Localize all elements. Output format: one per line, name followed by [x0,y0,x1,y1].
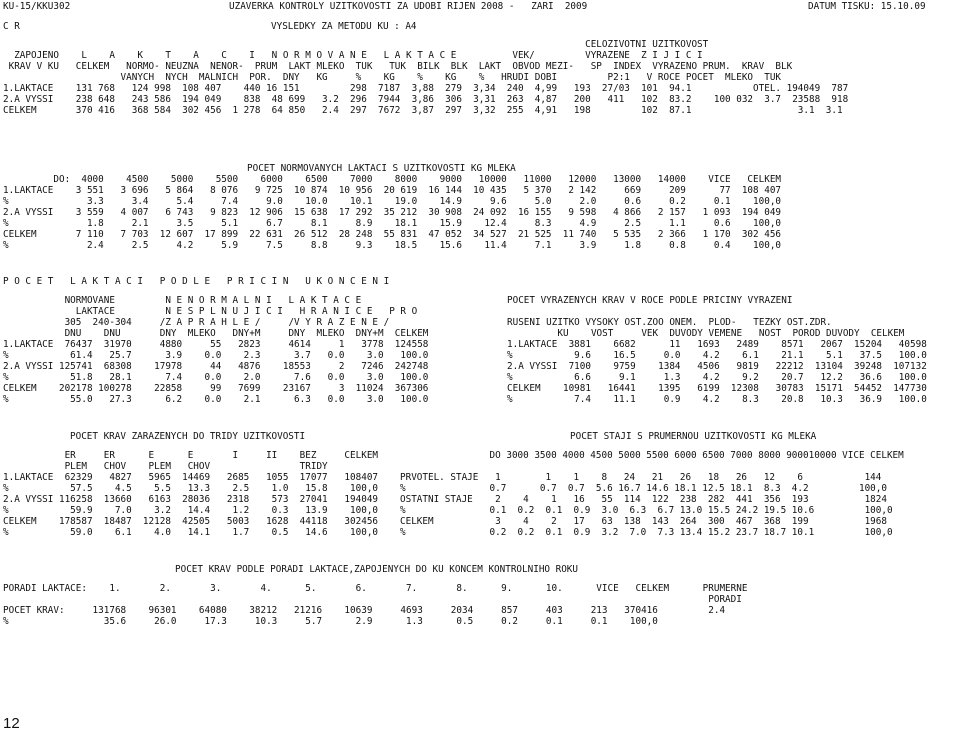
stables-title: POCET STAJI S PRUMERNOU UZITKOVOSTI KG M… [570,431,817,442]
table-row: % 2.4 2.5 4.2 5.9 7.5 8.8 9.3 18.5 15.6 … [3,240,782,251]
region-label: C R [3,21,20,32]
table-row: CELKEM 202178 100278 22858 99 7699 23167… [3,383,429,394]
table-row: 2.A VYSSI 125741 68308 17978 44 4876 185… [3,361,429,372]
table-row: 2.A VYSSI 116258 13660 6163 28036 2318 5… [3,494,379,505]
table-row: 1.LAKTACE 76437 31970 4880 55 2823 4614 … [3,339,429,350]
table-header: 305 240-304 /Z A P R A H L E / /V Y R A … [3,317,390,328]
table-row: 1.LAKTACE 3 551 3 696 5 864 8 076 9 725 … [3,185,782,196]
summary-header-line: VANYCH NYCH MALNICH POR. DNY KG % KG % K… [3,72,782,83]
table-row: % 6.6 9.1 1.3 4.2 9.2 20.7 12.2 36.6 100… [507,372,927,383]
table-row: % 59.9 7.0 3.2 14.4 1.2 0.3 13.9 100,0 [3,505,379,516]
table-row: POCET KRAV: 131768 96301 64080 38212 212… [3,605,726,616]
table-header: RUSENI UZITKO VYSOKY OST.ZOO ONEM. PLOD-… [507,317,832,328]
table-header: PORADI LAKTACE: 1. 2. 3. 4. 5. 6. 7. 8. … [3,583,748,594]
culled-cows-title: POCET VYRAZENYCH KRAV V ROCE PODLE PRICI… [507,295,793,306]
lactation-end-title: P O C E T L A K T A C I P O D L E P R I … [3,276,390,287]
table-header: PLEM CHOV PLEM CHOV TRIDY [3,461,328,472]
report-title: UZAVERKA KONTROLY UZITKOVOSTI ZA UDOBI R… [229,1,588,12]
table-row: % 55.0 27.3 6.2 0.0 2.1 6.3 0.0 3.0 100.… [3,394,429,405]
table-header: PORADI [3,594,742,605]
table-row: CELKEM 10981 16441 1395 6199 12308 30783… [507,383,927,394]
table-header: DNU DNU DNY MLEKO DNY+M DNY MLEKO DNY+M … [3,328,429,339]
summary-row: CELKEM 370 416 368 584 302 456 1 278 64 … [3,105,843,116]
table-row: OSTATNI STAJE 2 4 1 16 55 114 122 238 28… [400,494,887,505]
table-header: LAKTACE N E S P L N U J I C I H R A N I … [3,306,418,317]
performance-class-title: POCET KRAV ZARAZENYCH DO TRIDY UZITKOVOS… [70,431,306,442]
table-row: % 0.1 0.2 0.1 0.9 3.0 6.3 6.7 13.0 15.5 … [400,505,893,516]
summary-header-line: KRAV V KU CELKEM NORMO- NEUZNA NENOR- PR… [3,61,793,72]
table-header: ER ER E E I II BEZ CELKEM [3,450,379,461]
print-date: DATUM TISKU: 15.10.09 [808,1,926,12]
table-row: CELKEM 3 4 2 17 63 138 143 264 300 467 3… [400,516,887,527]
milk-yield-header: DO: 4000 4500 5000 5500 6000 6500 7000 8… [3,174,782,185]
table-row: 1.LAKTACE 3881 6682 11 1693 2489 8571 20… [507,339,927,350]
table-row: CELKEM 7 110 7 703 12 607 17 899 22 631 … [3,229,782,240]
method-title: VYSLEDKY ZA METODU KU : A4 [271,21,417,32]
table-row: 2.A VYSSI 7100 9759 1384 4506 9819 22212… [507,361,927,372]
table-row: % 35.6 26.0 17.3 10.3 5.7 2.9 1.3 0.5 0.… [3,616,658,627]
table-header: DO 3000 3500 4000 4500 5000 5500 6000 65… [400,450,904,461]
summary-row: 2.A VYSSI 238 648 243 586 194 049 838 48… [3,94,849,105]
summary-header-line: ZAPOJENO L A K T A C I N O R M O V A N E… [3,50,703,61]
table-row: % 7.4 11.1 0.9 4.2 8.3 20.8 10.3 36.9 10… [507,394,927,405]
table-row: % 0.7 0.7 0.7 5.6 16.7 14.6 18.1 12.5 18… [400,483,887,494]
table-row: % 61.4 25.7 3.9 0.0 2.3 3.7 0.0 3.0 100.… [3,350,429,361]
table-row: % 51.8 28.1 7.4 0.0 2.0 7.6 0.0 3.0 100.… [3,372,429,383]
page-number: 12 [3,715,20,732]
table-row: % 9.6 16.5 0.0 4.2 6.1 21.1 5.1 37.5 100… [507,350,927,361]
table-row: % 3.3 3.4 5.4 7.4 9.0 10.0 10.1 19.0 14.… [3,196,782,207]
summary-row: 1.LAKTACE 131 768 124 998 108 407 440 16… [3,83,849,94]
table-row: CELKEM 178587 18487 12128 42505 5003 162… [3,516,379,527]
table-header: KU VOST VEK DUVODY VEMENE NOST POROD DUV… [507,328,905,339]
table-row: PRVOTEL. STAJE 1 1 1 8 24 21 26 18 26 12… [400,472,882,483]
table-row: % 1.8 2.1 3.5 5.1 6.7 8.1 8.9 18.1 15.9 … [3,218,782,229]
table-row: % 57.5 4.5 5.5 13.3 2.5 1.0 15.8 100,0 [3,483,379,494]
table-row: % 59.0 6.1 4.0 14.1 1.7 0.5 14.6 100,0 [3,527,379,538]
report-code: KU-15/KKU302 [3,1,71,12]
summary-header-line: CELOZIVOTNI UZITKOVOST [3,39,709,50]
lactation-order-title: POCET KRAV PODLE PORADI LAKTACE,ZAPOJENY… [175,564,578,575]
table-header: NORMOVANE N E N O R M A L N I L A K T A … [3,295,362,306]
table-row: 1.LAKTACE 62329 4827 5965 14469 2685 105… [3,472,379,483]
table-row: 2.A VYSSI 3 559 4 007 6 743 9 823 12 906… [3,207,782,218]
table-row: % 0.2 0.2 0.1 0.9 3.2 7.0 7.3 13.4 15.2 … [400,527,893,538]
milk-yield-title: POCET NORMOVANYCH LAKTACI S UZITKOVOSTI … [247,163,516,174]
